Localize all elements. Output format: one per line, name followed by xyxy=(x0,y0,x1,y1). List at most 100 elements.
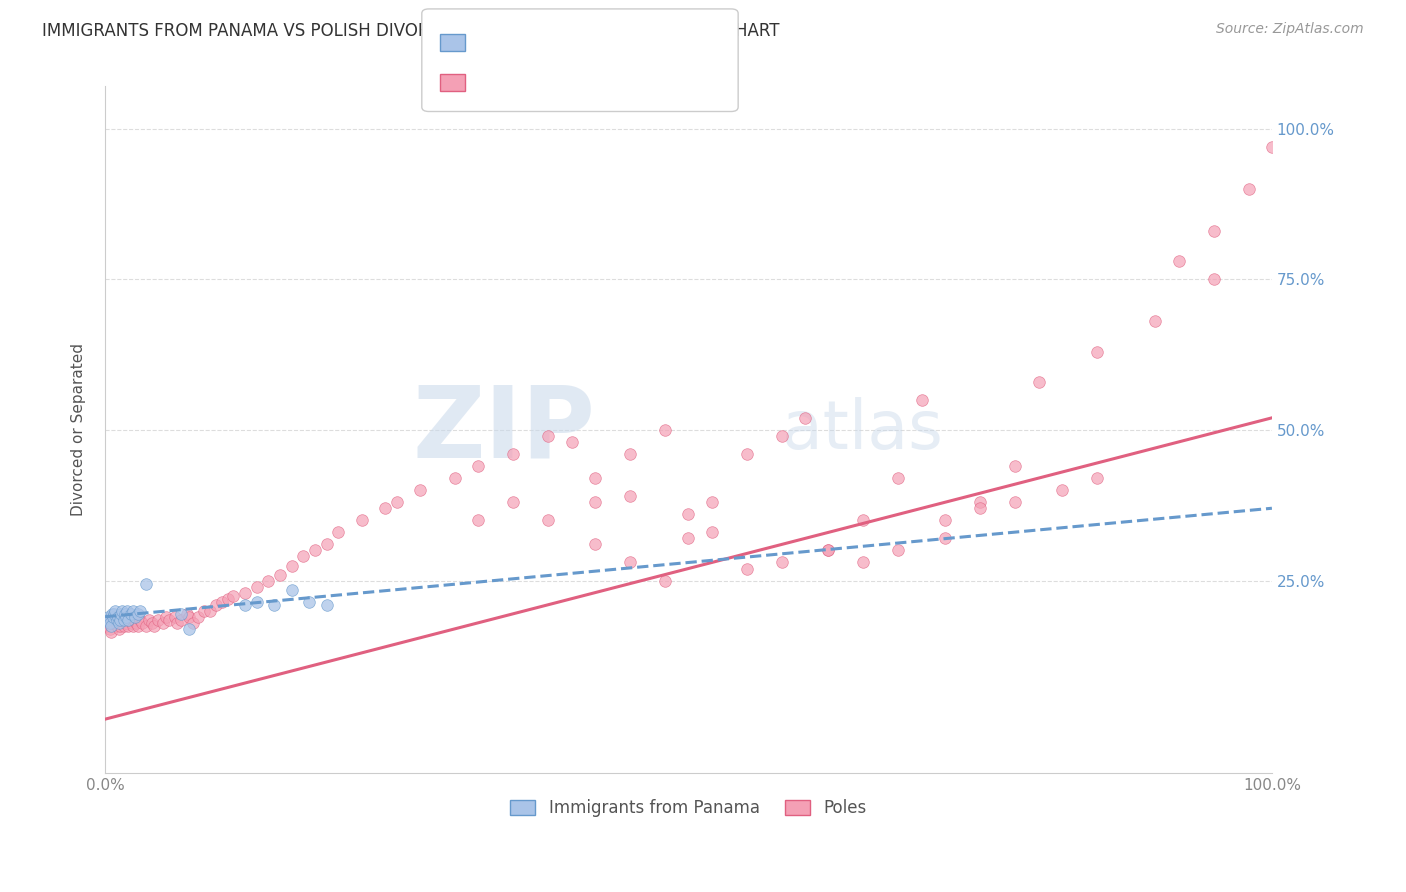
Text: ZIP: ZIP xyxy=(412,382,595,478)
Point xyxy=(583,537,606,551)
Point xyxy=(120,607,142,621)
Point xyxy=(112,613,135,627)
Point xyxy=(101,609,124,624)
Point xyxy=(1004,495,1026,509)
Point xyxy=(817,543,839,558)
Point xyxy=(654,423,676,437)
Point xyxy=(117,613,139,627)
Point xyxy=(678,508,700,522)
Text: R = 0.209   N = 33: R = 0.209 N = 33 xyxy=(474,29,644,46)
Point xyxy=(125,615,148,630)
Point xyxy=(115,609,138,624)
Point xyxy=(678,532,700,546)
Point xyxy=(619,556,641,570)
Point xyxy=(233,585,256,599)
Point xyxy=(561,434,583,449)
Point xyxy=(97,609,120,624)
Point xyxy=(110,607,132,621)
Point xyxy=(887,471,910,485)
Text: Source: ZipAtlas.com: Source: ZipAtlas.com xyxy=(1216,22,1364,37)
Point xyxy=(187,609,209,624)
Legend: Immigrants from Panama, Poles: Immigrants from Panama, Poles xyxy=(503,792,873,823)
Point xyxy=(117,619,139,633)
Point xyxy=(108,615,131,630)
Point xyxy=(619,489,641,503)
Text: atlas: atlas xyxy=(782,397,942,463)
Point xyxy=(124,609,146,624)
Point xyxy=(138,613,160,627)
Point xyxy=(104,609,127,624)
Point xyxy=(654,574,676,588)
Point xyxy=(112,619,135,633)
Point xyxy=(101,607,124,621)
Text: IMMIGRANTS FROM PANAMA VS POLISH DIVORCED OR SEPARATED CORRELATION CHART: IMMIGRANTS FROM PANAMA VS POLISH DIVORCE… xyxy=(42,22,780,40)
Point xyxy=(770,429,793,443)
Point xyxy=(934,532,956,546)
Point xyxy=(1261,139,1284,153)
Point xyxy=(115,615,138,630)
Point xyxy=(170,607,193,621)
Point xyxy=(127,607,149,621)
Point xyxy=(135,576,157,591)
Point xyxy=(537,429,560,443)
Point xyxy=(103,607,125,621)
Point xyxy=(96,619,118,633)
Point xyxy=(444,471,467,485)
Point xyxy=(108,619,131,633)
Point xyxy=(152,615,174,630)
Point xyxy=(969,501,991,516)
Point xyxy=(1085,344,1108,359)
Point xyxy=(467,458,489,473)
Point xyxy=(120,609,142,624)
Point xyxy=(583,495,606,509)
Point xyxy=(101,615,124,630)
Point xyxy=(735,447,758,461)
Point xyxy=(122,613,145,627)
Point xyxy=(129,604,152,618)
Point xyxy=(887,543,910,558)
Point xyxy=(111,604,134,618)
Point xyxy=(304,543,326,558)
Point xyxy=(111,609,134,624)
Point xyxy=(107,615,129,630)
Point xyxy=(280,582,302,597)
Point xyxy=(198,604,221,618)
Point xyxy=(108,613,131,627)
Point xyxy=(177,622,200,636)
Point xyxy=(96,613,118,627)
Point xyxy=(166,615,188,630)
Point xyxy=(735,561,758,575)
Point xyxy=(163,609,186,624)
Point xyxy=(176,607,198,621)
Point xyxy=(537,513,560,527)
Point xyxy=(911,392,934,407)
Point xyxy=(246,595,269,609)
Point xyxy=(108,622,131,636)
Point xyxy=(1004,458,1026,473)
Point xyxy=(374,501,396,516)
Y-axis label: Divorced or Separated: Divorced or Separated xyxy=(72,343,86,516)
Point xyxy=(1202,224,1225,238)
Point xyxy=(1237,182,1260,196)
Point xyxy=(122,619,145,633)
Point xyxy=(280,558,302,573)
Point xyxy=(770,556,793,570)
Point xyxy=(98,615,121,630)
Point xyxy=(246,580,269,594)
Point xyxy=(852,513,875,527)
Point xyxy=(350,513,373,527)
Point xyxy=(104,604,127,618)
Point xyxy=(1144,314,1167,328)
Point xyxy=(118,613,141,627)
Point xyxy=(583,471,606,485)
Point xyxy=(103,613,125,627)
Point xyxy=(100,624,122,639)
Point xyxy=(114,613,136,627)
Point xyxy=(298,595,321,609)
Point xyxy=(1050,483,1073,498)
Point xyxy=(155,609,177,624)
Text: R = 0.606   N = 114: R = 0.606 N = 114 xyxy=(474,69,655,87)
Point xyxy=(157,613,180,627)
Point xyxy=(143,619,166,633)
Point xyxy=(146,613,169,627)
